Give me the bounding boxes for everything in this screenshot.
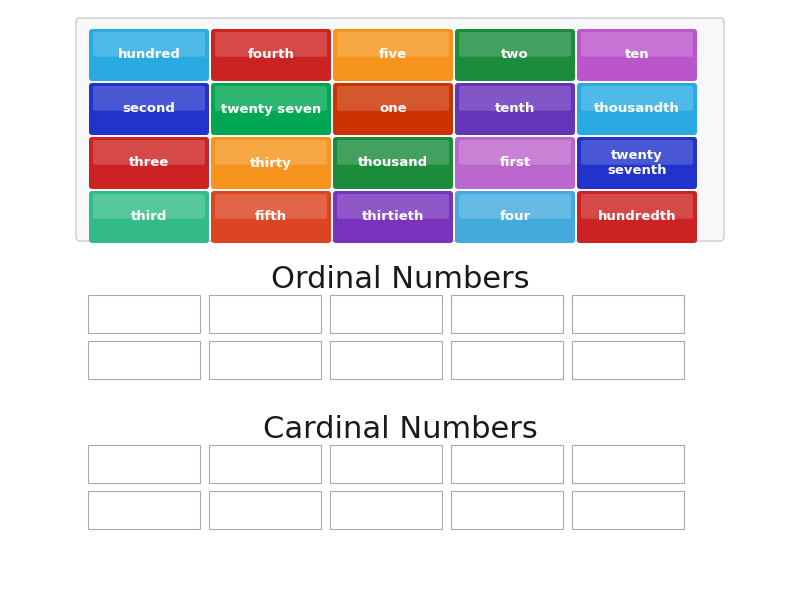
Text: Ordinal Numbers: Ordinal Numbers: [270, 265, 530, 294]
FancyBboxPatch shape: [572, 491, 684, 529]
FancyBboxPatch shape: [455, 191, 575, 243]
FancyBboxPatch shape: [330, 295, 442, 333]
FancyBboxPatch shape: [215, 140, 327, 164]
Text: thirtieth: thirtieth: [362, 211, 424, 223]
FancyBboxPatch shape: [93, 32, 205, 57]
FancyBboxPatch shape: [459, 86, 571, 110]
FancyBboxPatch shape: [76, 18, 724, 241]
FancyBboxPatch shape: [88, 445, 200, 483]
FancyBboxPatch shape: [572, 295, 684, 333]
Text: tenth: tenth: [495, 103, 535, 115]
Text: two: two: [501, 49, 529, 61]
FancyBboxPatch shape: [459, 194, 571, 218]
Text: hundred: hundred: [118, 49, 181, 61]
Text: hundredth: hundredth: [598, 211, 676, 223]
FancyBboxPatch shape: [337, 140, 449, 164]
Text: twenty seven: twenty seven: [221, 103, 321, 115]
Text: one: one: [379, 103, 407, 115]
FancyBboxPatch shape: [89, 191, 209, 243]
FancyBboxPatch shape: [89, 137, 209, 189]
Text: ten: ten: [625, 49, 650, 61]
FancyBboxPatch shape: [581, 194, 693, 218]
FancyBboxPatch shape: [215, 32, 327, 57]
FancyBboxPatch shape: [577, 29, 697, 81]
FancyBboxPatch shape: [89, 83, 209, 135]
Text: fourth: fourth: [247, 49, 294, 61]
FancyBboxPatch shape: [93, 194, 205, 218]
FancyBboxPatch shape: [572, 445, 684, 483]
FancyBboxPatch shape: [333, 29, 453, 81]
FancyBboxPatch shape: [581, 32, 693, 57]
FancyBboxPatch shape: [211, 191, 331, 243]
FancyBboxPatch shape: [455, 137, 575, 189]
FancyBboxPatch shape: [337, 86, 449, 110]
FancyBboxPatch shape: [459, 140, 571, 164]
FancyBboxPatch shape: [459, 32, 571, 57]
FancyBboxPatch shape: [581, 140, 693, 164]
FancyBboxPatch shape: [211, 83, 331, 135]
FancyBboxPatch shape: [93, 140, 205, 164]
FancyBboxPatch shape: [88, 491, 200, 529]
FancyBboxPatch shape: [337, 194, 449, 218]
Text: fifth: fifth: [255, 211, 287, 223]
Text: third: third: [131, 211, 167, 223]
Text: three: three: [129, 157, 169, 169]
FancyBboxPatch shape: [215, 194, 327, 218]
FancyBboxPatch shape: [451, 491, 563, 529]
FancyBboxPatch shape: [455, 29, 575, 81]
Text: thousandth: thousandth: [594, 103, 680, 115]
FancyBboxPatch shape: [572, 341, 684, 379]
FancyBboxPatch shape: [88, 295, 200, 333]
FancyBboxPatch shape: [451, 445, 563, 483]
FancyBboxPatch shape: [93, 86, 205, 110]
Text: twenty
seventh: twenty seventh: [607, 149, 666, 177]
Text: first: first: [499, 157, 530, 169]
FancyBboxPatch shape: [333, 191, 453, 243]
Text: second: second: [122, 103, 175, 115]
FancyBboxPatch shape: [451, 295, 563, 333]
Text: four: four: [499, 211, 530, 223]
FancyBboxPatch shape: [330, 491, 442, 529]
Text: thousand: thousand: [358, 157, 428, 169]
FancyBboxPatch shape: [577, 191, 697, 243]
FancyBboxPatch shape: [209, 491, 321, 529]
FancyBboxPatch shape: [215, 86, 327, 110]
FancyBboxPatch shape: [89, 29, 209, 81]
FancyBboxPatch shape: [451, 341, 563, 379]
FancyBboxPatch shape: [209, 445, 321, 483]
FancyBboxPatch shape: [455, 83, 575, 135]
FancyBboxPatch shape: [330, 445, 442, 483]
FancyBboxPatch shape: [211, 29, 331, 81]
Text: thirty: thirty: [250, 157, 292, 169]
FancyBboxPatch shape: [209, 295, 321, 333]
FancyBboxPatch shape: [337, 32, 449, 57]
FancyBboxPatch shape: [88, 341, 200, 379]
FancyBboxPatch shape: [333, 83, 453, 135]
FancyBboxPatch shape: [577, 137, 697, 189]
FancyBboxPatch shape: [333, 137, 453, 189]
FancyBboxPatch shape: [211, 137, 331, 189]
FancyBboxPatch shape: [209, 341, 321, 379]
FancyBboxPatch shape: [581, 86, 693, 110]
Text: five: five: [379, 49, 407, 61]
Text: Cardinal Numbers: Cardinal Numbers: [262, 415, 538, 444]
FancyBboxPatch shape: [330, 341, 442, 379]
FancyBboxPatch shape: [577, 83, 697, 135]
